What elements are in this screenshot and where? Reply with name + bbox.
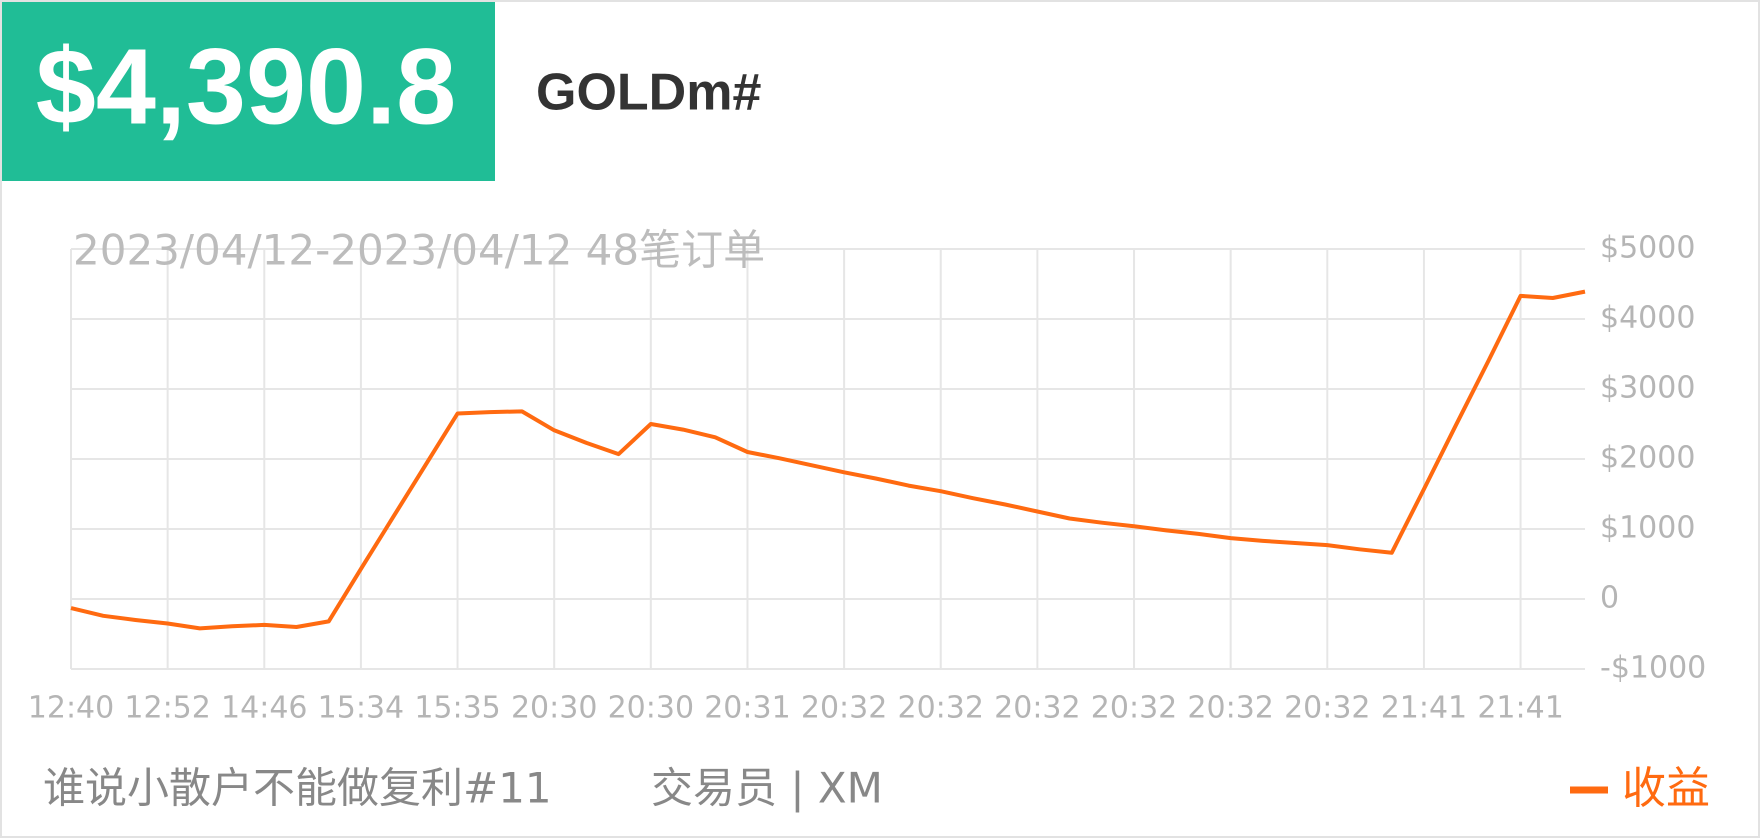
y-tick-label: $3000 [1600,371,1695,406]
x-tick-label: 12:40 [28,691,114,726]
x-tick-label: 20:30 [608,691,694,726]
x-tick-label: 20:32 [898,691,984,726]
plot: -$1000 0 $1000 $2000 $3000 $4000 $5000 12:40 12:… [28,231,1707,726]
y-tick-label: $2000 [1600,441,1695,476]
x-tick-label: 21:41 [1477,691,1563,726]
y-tick-label: $1000 [1600,511,1695,546]
price: $4,390.8 [36,26,456,147]
footer-name: 谁说小散户不能做复利#11 [43,764,552,813]
x-tick-label: 14:46 [221,691,307,726]
line [70,289,1586,631]
x-tick-label: 20:32 [994,691,1080,726]
legend-label: 收益 [1622,763,1710,814]
footer-trader: 交易员 | XM [651,764,883,813]
y-tick-label: -$1000 [1600,651,1706,686]
subtitle: 2023/04/12-2023/04/12 48笔订单 [73,226,765,275]
x-tick-label: 20:30 [511,691,597,726]
y-tick-label: $4000 [1600,301,1695,336]
x-tick-label: 20:32 [1284,691,1370,726]
x-tick-label: 15:34 [318,691,404,726]
y-tick-label: $5000 [1600,231,1695,266]
price-badge [2,2,495,181]
x-tick-label: 20:32 [801,691,887,726]
x-tick-label: 20:32 [1091,691,1177,726]
y-tick-label: 0 [1600,581,1619,616]
x-tick-label: 20:32 [1187,691,1273,726]
x-tick-label: 12:52 [124,691,210,726]
x-tick-label: 15:35 [414,691,500,726]
x-tick-label: 21:41 [1381,691,1467,726]
symbol: GOLDm# [536,64,761,122]
x-tick-label: 20:31 [704,691,790,726]
